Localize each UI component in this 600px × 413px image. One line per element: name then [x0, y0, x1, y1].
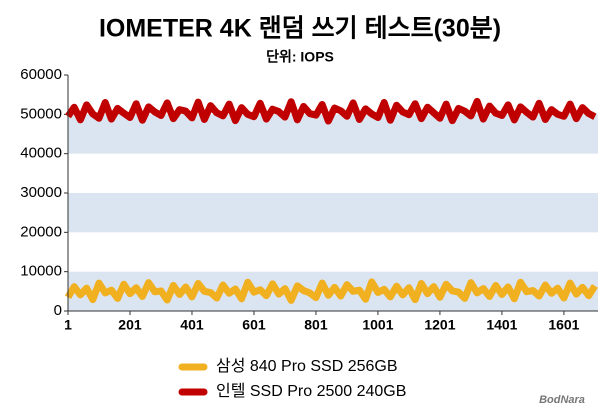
legend-label: 인텔 SSD Pro 2500 240GB: [216, 382, 406, 400]
grid-band: [68, 114, 598, 154]
x-tick-label: 1: [64, 317, 72, 333]
x-tick-label: 801: [304, 317, 328, 333]
y-tick-label: 40000: [20, 145, 62, 162]
x-tick-label: 1001: [362, 317, 393, 333]
x-tick-label: 1201: [424, 317, 455, 333]
y-tick-label: 0: [54, 302, 62, 319]
chart-title: IOMETER 4K 랜덤 쓰기 테스트(30분): [99, 15, 501, 43]
series-line: [65, 97, 597, 125]
y-tick-label: 10000: [20, 263, 62, 280]
y-tick-label: 50000: [20, 105, 62, 122]
x-tick-label: 1601: [548, 317, 579, 333]
series-line: [64, 278, 598, 304]
x-tick-label: 401: [180, 317, 204, 333]
grid-band: [68, 193, 598, 233]
y-tick-label: 30000: [20, 184, 62, 201]
chart-subtitle: 단위: IOPS: [266, 49, 334, 65]
x-tick-label: 601: [242, 317, 266, 333]
y-tick-label: 20000: [20, 223, 62, 240]
x-tick-label: 1401: [486, 317, 517, 333]
y-tick-label: 60000: [20, 66, 62, 83]
legend-label: 삼성 840 Pro SSD 256GB: [216, 357, 398, 375]
watermark: BodNara: [539, 394, 585, 406]
x-tick-label: 201: [118, 317, 142, 333]
